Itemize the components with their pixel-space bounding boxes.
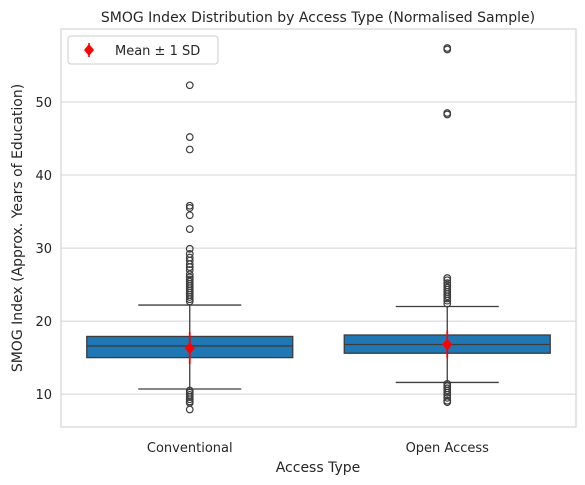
outlier-point — [185, 201, 194, 210]
legend-mean-marker — [84, 44, 94, 56]
mean-marker — [442, 338, 453, 351]
outlier-point — [443, 294, 452, 303]
boxes-layer — [86, 44, 551, 414]
plot-frame — [60, 28, 577, 428]
outlier-point — [443, 276, 452, 285]
y-tick-label: 50 — [35, 96, 52, 111]
x-tick-label: Conventional — [147, 441, 233, 456]
y-axis-label: SMOG Index (Approx. Years of Education) — [10, 84, 26, 372]
outlier-point — [185, 145, 194, 154]
mean-marker — [184, 342, 195, 355]
legend-box — [67, 35, 219, 65]
outlier-point — [185, 211, 194, 220]
axis-ticks: 10 20 30 40 50 Conventional Open Access — [35, 96, 489, 456]
y-tick-label: 30 — [35, 242, 52, 257]
outlier-point — [185, 244, 194, 253]
outlier-point — [185, 295, 194, 304]
x-axis-label: Access Type — [276, 460, 361, 476]
outlier-point — [443, 393, 452, 402]
outlier-point — [443, 386, 452, 395]
outlier-point — [443, 296, 452, 305]
x-tick-label: Open Access — [406, 441, 490, 456]
y-tick-label: 20 — [35, 315, 52, 330]
outlier-point — [185, 405, 194, 414]
outlier-point — [185, 266, 194, 274]
outlier-point — [185, 81, 194, 90]
outlier-point — [443, 390, 452, 399]
outlier-point — [443, 292, 452, 301]
outlier-point — [443, 388, 452, 397]
outlier-point — [443, 299, 452, 308]
outlier-point — [185, 395, 194, 404]
outlier-point — [185, 263, 194, 271]
outlier-point — [443, 45, 452, 54]
legend-label: Mean ± 1 SD — [115, 44, 200, 59]
chart-title: SMOG Index Distribution by Access Type (… — [101, 10, 535, 26]
outlier-point — [185, 225, 194, 233]
outlier-point — [185, 270, 194, 279]
grid-lines — [61, 101, 576, 395]
y-tick-label: 10 — [35, 388, 52, 403]
outlier-point — [185, 393, 194, 401]
outlier-point — [443, 398, 452, 407]
outlier-point — [185, 297, 194, 306]
y-tick-label: 40 — [35, 169, 52, 184]
legend: Mean ± 1 SD — [67, 35, 219, 65]
outlier-point — [185, 260, 194, 269]
outlier-point — [185, 133, 194, 141]
outlier-point — [443, 110, 452, 119]
outlier-point — [443, 274, 452, 282]
outlier-point — [185, 293, 194, 301]
outlier-point — [185, 204, 194, 212]
